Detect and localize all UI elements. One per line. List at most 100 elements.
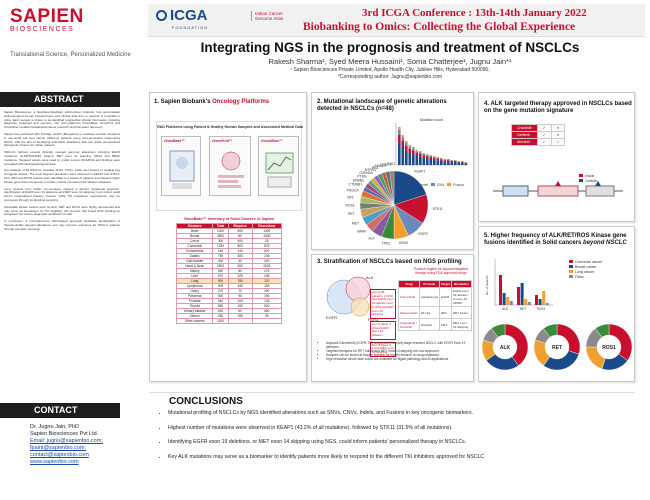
fusion-legend: Colorectal cancer Breast cancer Lung cance…: [569, 259, 602, 279]
bar-segment: [412, 150, 415, 155]
panel4-title: 4. ALK targeted therapy approved in NSCL…: [484, 101, 632, 114]
venn-label-alk: ALK: [366, 275, 374, 280]
bar-segment: [405, 141, 408, 143]
panel2-title: 2. Mutational landscape of genetic alter…: [317, 99, 447, 112]
pie-label: KRAS: [399, 241, 409, 245]
alk-table-cell: ✕: [550, 124, 566, 132]
bar-segment: [398, 142, 401, 165]
fusion-legend-item: Other: [569, 274, 602, 279]
bar-segment: [419, 151, 422, 153]
panel3-title: 3. Stratification of NSCLCs based on NGS…: [317, 259, 462, 265]
stratification-bullet: Out of these 3, 1 had MET exon 14 skippi…: [370, 341, 396, 357]
fusion-legend-item: Colorectal cancer: [569, 259, 602, 264]
panel-oncology-platforms: 1. Sapien Biobank's Oncology Platforms R…: [149, 92, 307, 382]
bar-segment: [443, 160, 447, 162]
fusion-bar-label: ALK: [502, 307, 509, 311]
pie-label: TP53: [382, 241, 390, 245]
alk-table-cell: Alectinib: [511, 138, 538, 146]
abstract-body: Sapien Biosciences, a hospital-embedded,…: [4, 111, 120, 389]
bar-segment: [450, 160, 454, 161]
bar-segment: [419, 156, 422, 165]
bar-segment: [415, 156, 419, 165]
pie-label: STK11: [433, 207, 443, 211]
bar-segment: [401, 141, 405, 147]
panel1-title-pre: 1. Sapien Biobank's: [154, 99, 213, 105]
contact-website[interactable]: www.sapienbio.com: [30, 459, 79, 465]
oncominer-icon: [265, 152, 294, 188]
bar-segment: [440, 158, 443, 159]
poster-title: Integrating NGS in the prognosis and tre…: [200, 40, 580, 55]
conference-title: 3rd ICGA Conference : 13th-14th January …: [362, 7, 587, 19]
contact-email-1[interactable]: Email: jugnu@sapienbio.com;: [30, 438, 103, 444]
table-row: Crizotinib ✓ ✕: [511, 124, 566, 132]
drug-table-cell: Osimertinib: [398, 287, 420, 307]
pie-label: MET: [352, 221, 359, 225]
bar-segment: [398, 130, 401, 135]
bar-segment: [436, 157, 440, 159]
pie-label: RB1: [372, 166, 379, 170]
bar-segment: [408, 153, 412, 165]
drug-table-cell: Selpercatinib: [398, 306, 420, 319]
bar-segment: [405, 150, 408, 165]
table-row: Osimertinib AstraZeneca EGFR EGFR exon 19 d…: [398, 287, 473, 307]
bar-segment: [415, 150, 419, 152]
icga-logo: ICGA: [156, 7, 208, 24]
platform-subtitle: R&D Platforms using Patient & Healthy Hu…: [157, 125, 303, 129]
bar-segment: [426, 154, 429, 157]
bar-segment: [440, 158, 443, 160]
contact-body: Dr. Jugnu Jain, PhD Sapien Biosciences P…: [30, 424, 140, 466]
drug-table-header: Biomarker: [450, 280, 473, 288]
corresponding-email[interactable]: *Corresponding author: Jugnu@sapienbio.c…: [337, 74, 443, 80]
conference-subtitle: Biobanking to Omics: Collecting the Glob…: [303, 21, 576, 33]
pie-label: KEAP1: [414, 170, 425, 174]
bar-segment: [426, 158, 429, 165]
bar-segment: [454, 162, 457, 165]
drug-table-header: Target: [439, 280, 452, 288]
fusion-ylabel: No. of patients: [485, 275, 489, 295]
venn-diagram: EGFR ALK ROS1: [326, 275, 380, 322]
bar-segment: [429, 155, 433, 157]
panel5-title: 5. Higher frequency of ALK/RET/ROS Kinas…: [484, 233, 634, 247]
fusion-bar: [509, 301, 513, 305]
bar-segment: [436, 157, 440, 158]
panel-stratification: 3. Stratification of NSCLCs based on NGS…: [311, 254, 474, 382]
bar-segment: [429, 157, 433, 159]
oncoprint-box: OncoPrint™: [209, 136, 251, 196]
bar-legend-label: Fusion: [453, 182, 464, 187]
bar-segment: [408, 145, 412, 147]
contact-heading: CONTACT: [0, 403, 120, 418]
panel-alk-therapy: 4. ALK targeted therapy approved in NSCL…: [478, 92, 635, 222]
bar-legend-item: Fusion: [447, 182, 464, 187]
contact-email-3[interactable]: contact@sapienbio.com: [30, 452, 89, 458]
abstract-paragraph: Sapien has partnered with Prestige Healt…: [4, 131, 120, 148]
icga-ring-icon: [156, 10, 167, 21]
legend-outside: Outside: [579, 178, 597, 183]
contact-email-2[interactable]: fpaint@sapienbio.com;: [30, 445, 87, 451]
panel-kinase-fusions: 5. Higher frequency of ALK/RET/ROS Kinas…: [478, 226, 635, 382]
oncobase-label: OncoBase™: [164, 139, 185, 143]
bar-segment: [461, 162, 464, 165]
panel-mutational-landscape: 2. Mutational landscape of genetic alter…: [311, 92, 474, 250]
stratification-bullets: Out of 48 patients, 2 (4%) had EGFR exon…: [370, 289, 396, 359]
table-row: Capmatinib / Tepotinib Novartis MET MET exo…: [398, 318, 473, 331]
conclusions-heading: CONCLUSIONS: [149, 392, 635, 408]
bar-segment: [461, 161, 464, 163]
drug-table-cell: Capmatinib / Tepotinib: [398, 318, 420, 331]
donut-center-label: ALK: [500, 345, 511, 351]
fusion-bar: [499, 275, 502, 305]
bar-segment: [419, 152, 422, 154]
bar-segment: [450, 161, 454, 162]
bar-segment: [422, 153, 426, 154]
alk-table-cell: ✓: [550, 138, 566, 146]
bar-segment: [398, 134, 401, 143]
bar-segment: [433, 157, 436, 160]
donut-slice: [608, 323, 633, 361]
bar-segment: [464, 163, 468, 165]
venn-label-ros1: ROS1: [368, 317, 380, 322]
bar-segment: [419, 153, 422, 157]
abstract-paragraph: Our analysis of 48 NSCLCs revealed SNVs,…: [4, 168, 120, 184]
logo-word: SAPIEN: [10, 6, 84, 27]
fusion-legend-label: Other: [575, 274, 584, 279]
bar-segment: [454, 160, 457, 161]
